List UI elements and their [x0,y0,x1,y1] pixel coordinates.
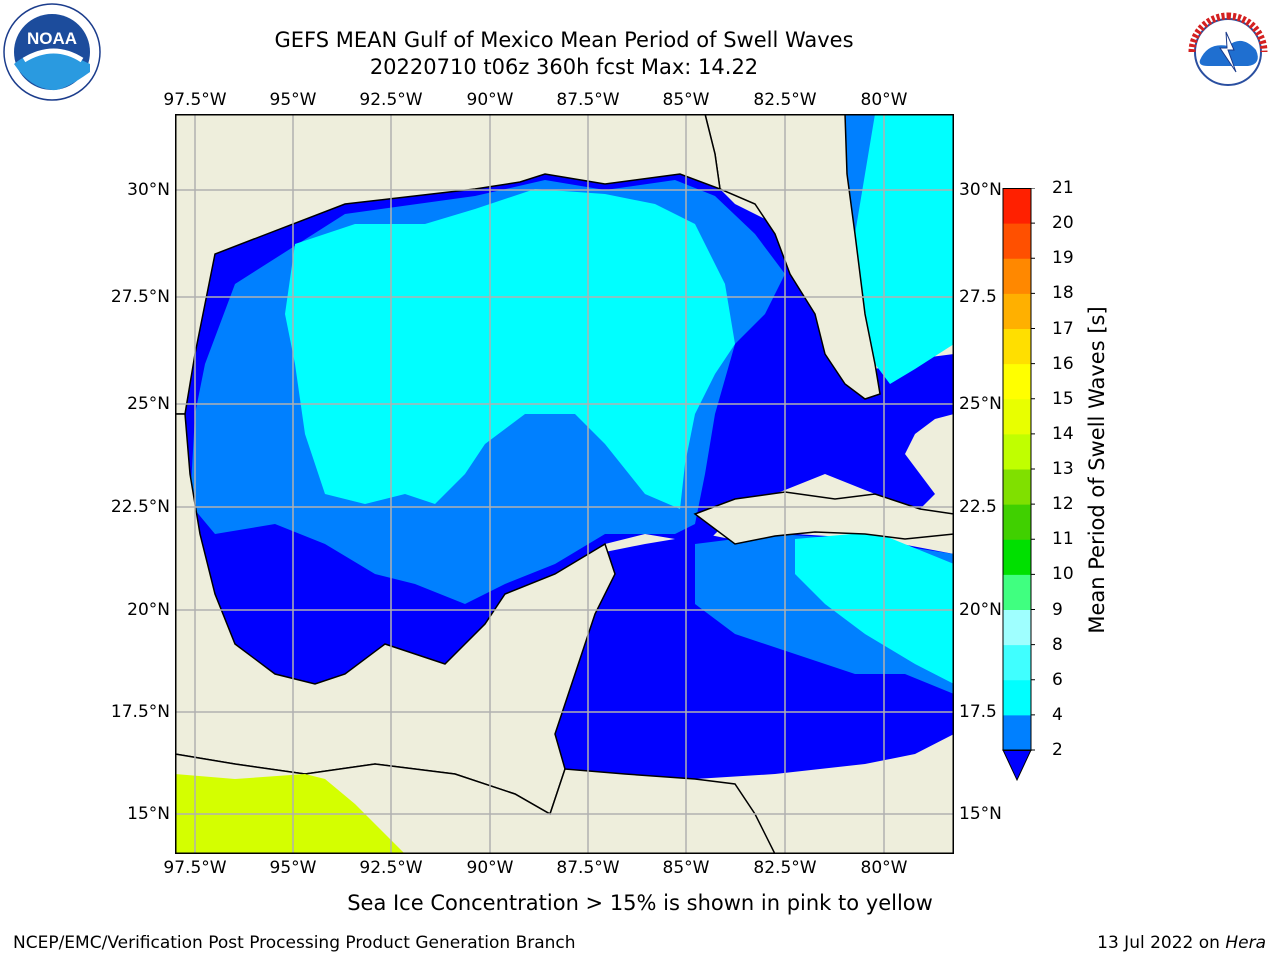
colorbar-segment [1003,539,1031,575]
lon-tick-top: 97.5°W [163,90,227,110]
lon-tick-bottom: 90°W [466,858,514,878]
lat-tick-left: 22.5°N [110,497,170,517]
colorbar-tick-label: 15 [1052,388,1074,409]
colorbar-segment [1003,469,1031,505]
colorbar-segment [1003,398,1031,435]
lon-tick-top: 82.5°W [753,90,817,110]
colorbar-segment [1003,574,1031,610]
map-panel [175,114,954,854]
colorbar-tick-label: 14 [1052,423,1074,444]
colorbar-tick-label: 2 [1052,740,1063,760]
colorbar-label: Mean Period of Swell Waves [s] [1085,306,1109,634]
lon-tick-bottom: 85°W [662,858,710,878]
lon-tick-top: 85°W [662,90,710,110]
lon-tick-bottom: 80°W [860,858,908,878]
lat-tick-left: 30°N [127,180,170,200]
colorbar-tick-label: 11 [1052,529,1074,550]
lon-tick-bottom: 95°W [269,858,317,878]
lat-tick-right: 15°N [959,804,1002,824]
footer-credit: NCEP/EMC/Verification Post Processing Pr… [13,933,576,953]
lat-tick-right: 27.5 [959,287,997,307]
gulf-swell-region-light [285,189,735,509]
lon-tick-top: 80°W [860,90,908,110]
footer-date: 13 Jul 2022 on Hera [1097,933,1266,953]
colorbar-segment [1003,433,1031,470]
lat-tick-left: 15°N [127,804,170,824]
colorbar-segment [1003,504,1031,540]
colorbar-segment [1003,328,1031,365]
colorbar-tick-label: 17 [1052,318,1074,339]
colorbar-segment [1003,223,1031,259]
lon-tick-bottom: 92.5°W [359,858,423,878]
lat-tick-left: 25°N [127,394,170,414]
colorbar-tick-label: 12 [1052,494,1074,515]
florida-land [704,114,881,400]
noaa-logo: NOAA [3,3,101,101]
noaa-logo-text: NOAA [27,29,77,48]
lon-tick-top: 92.5°W [359,90,423,110]
colorbar-segment [1003,609,1031,646]
colorbar-tick-label: 13 [1052,459,1074,479]
footer-date-text: 13 Jul 2022 on [1097,933,1220,953]
colorbar-tick-label: 8 [1052,634,1063,655]
colorbar-segment [1003,258,1031,294]
colorbar-tick-label: 19 [1052,248,1074,269]
lon-tick-top: 95°W [269,90,317,110]
colorbar-extend-triangle [1002,749,1032,782]
chart-title: GEFS MEAN Gulf of Mexico Mean Period of … [274,28,854,52]
colorbar-tick-label: 6 [1052,669,1063,690]
lon-tick-top: 90°W [466,90,514,110]
sea-ice-note: Sea Ice Concentration > 15% is shown in … [347,891,933,915]
colorbar-tick-label: 21 [1052,178,1074,198]
colorbar-segment [1003,679,1031,716]
lat-tick-right: 25°N [959,394,1002,414]
lat-tick-left: 27.5°N [110,287,170,307]
footer-machine: Hera [1225,933,1266,953]
lat-tick-right: 22.5 [959,497,997,517]
colorbar-segment [1003,188,1031,224]
lat-tick-right: 17.5 [959,702,997,722]
colorbar-segment [1003,714,1031,751]
lat-tick-left: 20°N [127,600,170,620]
caribbean-swell-region-light [795,532,954,684]
colorbar [1002,188,1035,782]
lon-tick-top: 87.5°W [556,90,620,110]
colorbar-tick-label: 20 [1052,213,1074,234]
national-weather-service-logo [1181,5,1275,99]
lat-tick-right: 20°N [959,600,1002,620]
lon-tick-bottom: 97.5°W [163,858,227,878]
colorbar-tick-label: 4 [1052,704,1063,725]
colorbar-tick-label: 10 [1052,564,1074,585]
cuba-land [693,491,954,545]
lon-tick-bottom: 87.5°W [556,858,620,878]
lat-tick-right: 30°N [959,180,1002,200]
colorbar-segment [1003,644,1031,681]
atlantic-swell-region [845,114,954,384]
lat-tick-left: 17.5°N [110,702,170,722]
map-gridlines [175,114,954,854]
colorbar-tick-label: 16 [1052,353,1074,374]
lon-tick-bottom: 82.5°W [753,858,817,878]
us-gulf-coast-land [175,114,721,415]
chart-subtitle: 20220710 t06z 360h fcst Max: 14.22 [369,55,759,79]
atlantic-swell-region-mid [845,114,875,234]
colorbar-tick-label: 18 [1052,283,1074,304]
colorbar-segment [1003,363,1031,400]
colorbar-segment [1003,293,1031,329]
colorbar-tick-label: 9 [1052,599,1063,620]
